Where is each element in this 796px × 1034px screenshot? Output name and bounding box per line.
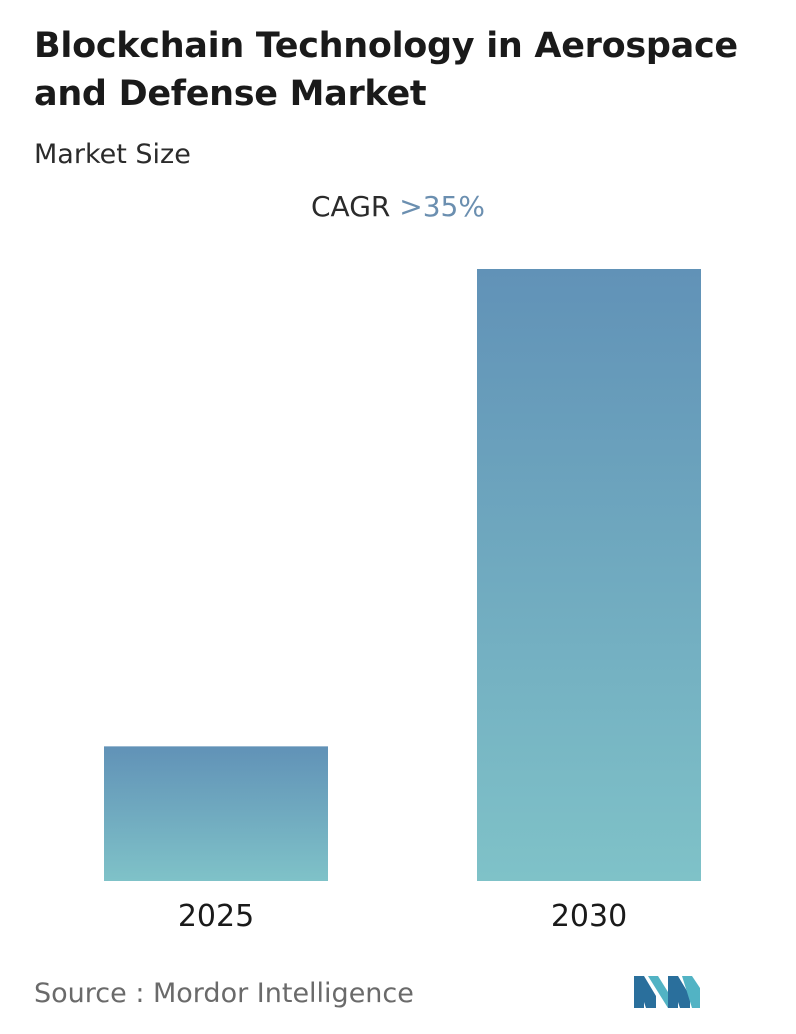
x-tick-labels: 2025 2030 xyxy=(178,899,627,934)
bar-chart: 2025 2030 xyxy=(104,269,701,934)
cagr-annotation: CAGR >35% xyxy=(0,190,796,223)
cagr-value: >35% xyxy=(399,190,485,223)
page-title: Blockchain Technology in Aerospace and D… xyxy=(34,26,738,114)
bar-2030 xyxy=(477,269,701,881)
bars-group xyxy=(104,269,701,881)
bar-2025 xyxy=(104,746,328,881)
mordor-intelligence-logo xyxy=(634,976,700,1008)
x-tick-label-2030: 2030 xyxy=(551,899,627,934)
chart-subtitle: Market Size xyxy=(34,139,191,170)
source-note: Source : Mordor Intelligence xyxy=(34,978,414,1009)
x-tick-label-2025: 2025 xyxy=(178,899,254,934)
cagr-label: CAGR xyxy=(311,190,391,223)
